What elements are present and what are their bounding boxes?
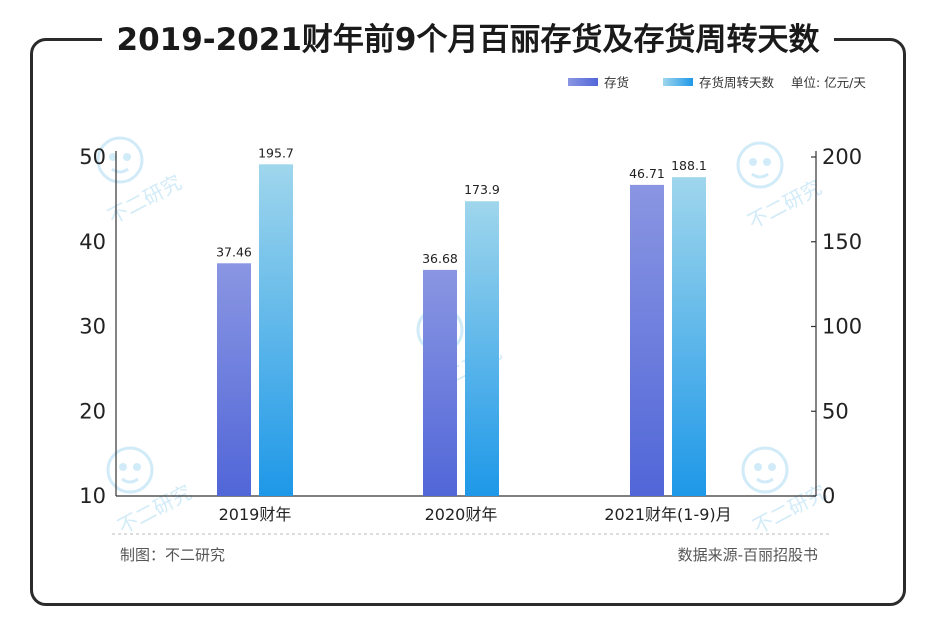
watermark-text: 不二研究 — [744, 175, 826, 234]
legend-item-inventory: 存货 — [568, 72, 630, 90]
bar-inventory — [630, 184, 664, 496]
bar-turnover — [465, 201, 499, 496]
y-right-tick-label: 50 — [822, 399, 849, 423]
y-left-tick-label: 10 — [79, 484, 106, 508]
watermark-logo: 不二研究 — [96, 136, 186, 229]
watermark-logo: 不二研究 — [106, 446, 196, 539]
legend-item-turnover: 存货周转天数 — [663, 72, 775, 90]
watermark-text: 不二研究 — [114, 480, 196, 539]
y-left-tick-label: 20 — [79, 399, 106, 423]
x-tick-label: 2020财年 — [425, 505, 498, 524]
watermark-text: 不二研究 — [749, 480, 831, 539]
watermark-logo: 不二研究 — [741, 446, 831, 539]
y-right-tick-label: 200 — [822, 145, 862, 169]
data-label-inventory: 36.68 — [422, 251, 458, 266]
bars — [217, 164, 706, 496]
data-label-turnover: 195.7 — [258, 145, 294, 160]
y-left-tick-label: 30 — [79, 315, 106, 339]
x-tick-label: 2019财年 — [219, 505, 292, 524]
title-background — [102, 18, 834, 62]
bar-turnover — [672, 177, 706, 496]
y-right-tick-label: 0 — [822, 484, 835, 508]
data-label-turnover: 188.1 — [671, 158, 707, 173]
footer-source: 数据来源-百丽招股书 — [677, 546, 818, 564]
data-label-inventory: 46.71 — [629, 166, 665, 181]
x-tick-label: 2021财年(1-9)月 — [604, 505, 731, 524]
legend-label-turnover: 存货周转天数 — [699, 75, 775, 90]
labels: 37.46 195.7 2019财年 36.68 173.9 2020财年 46.71 188… — [216, 145, 732, 524]
axes: 10 20 30 40 50 0 50 100 150 200 — [79, 145, 862, 535]
y-left-tick-label: 50 — [79, 145, 106, 169]
data-label-inventory: 37.46 — [216, 244, 252, 259]
unit-label: 单位: 亿元/天 — [791, 75, 866, 90]
y-right-tick-label: 150 — [822, 230, 862, 254]
y-right-tick-label: 100 — [822, 315, 862, 339]
bar-turnover — [259, 164, 293, 496]
y-left-tick-label: 40 — [79, 230, 106, 254]
data-label-turnover: 173.9 — [464, 182, 500, 197]
bar-inventory — [217, 263, 251, 496]
bar-inventory — [423, 269, 457, 496]
chart-title: 2019-2021财年前9个月百丽存货及存货周转天数 — [116, 22, 820, 58]
legend-swatch-turnover — [663, 77, 693, 86]
legend-label-inventory: 存货 — [604, 75, 630, 90]
legend-swatch-inventory — [568, 77, 598, 86]
footer-credit: 制图：不二研究 — [120, 546, 226, 564]
